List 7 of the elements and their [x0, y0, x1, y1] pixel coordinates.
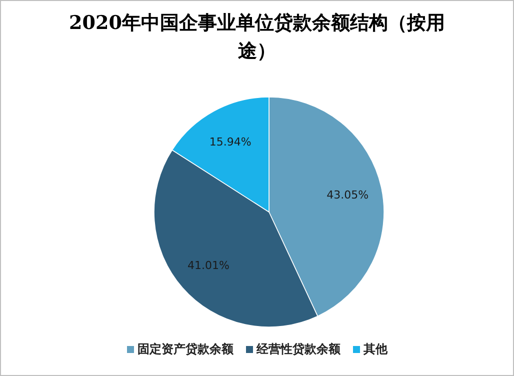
- chart-title: 2020年中国企事业单位贷款余额结构（按用途）: [68, 11, 446, 64]
- legend-label: 经营性贷款余额: [256, 342, 340, 356]
- legend-label: 固定资产贷款余额: [138, 342, 234, 356]
- data-label: 41.01%: [187, 259, 230, 272]
- data-label: 43.05%: [326, 188, 369, 202]
- data-label: 15.94%: [209, 135, 252, 148]
- legend-label: 其他: [364, 342, 388, 356]
